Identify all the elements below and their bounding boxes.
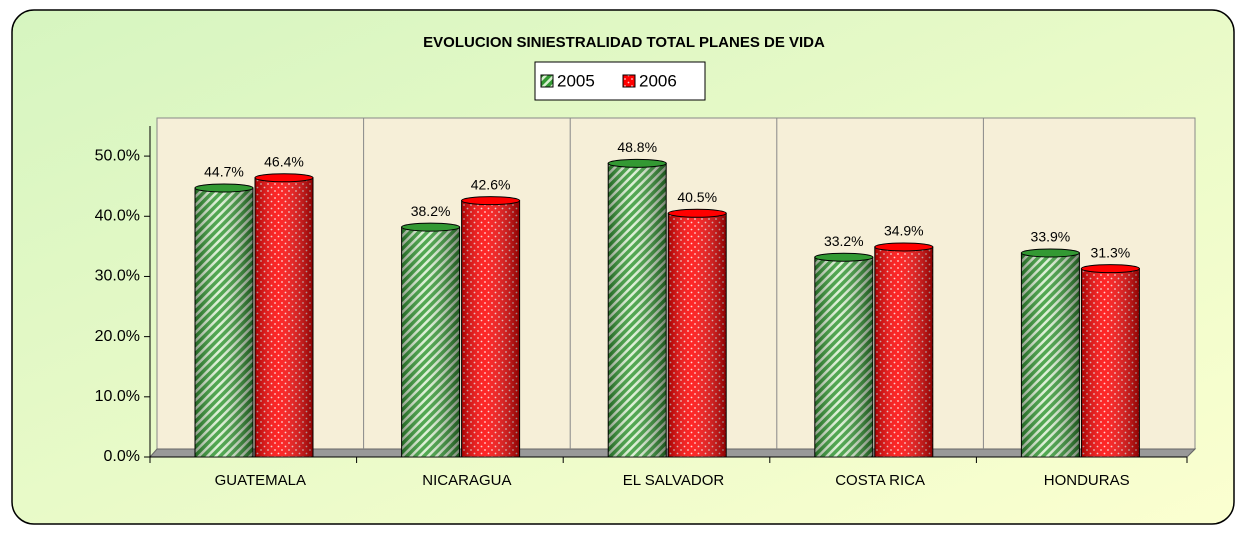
bar-top	[1020, 248, 1080, 258]
y-tick-label: 20.0%	[95, 328, 140, 345]
bar-shade	[814, 257, 873, 457]
bar-top	[814, 252, 874, 262]
y-tick-label: 10.0%	[95, 388, 140, 405]
data-label: 33.9%	[1031, 229, 1071, 245]
bar-top	[194, 183, 254, 193]
bar-top	[401, 222, 461, 232]
x-tick-label: GUATEMALA	[215, 472, 306, 489]
y-tick-label: 30.0%	[95, 268, 140, 285]
bar-top	[607, 158, 667, 168]
data-label: 38.2%	[411, 203, 451, 219]
bar-shade	[1021, 252, 1080, 457]
x-tick-label: NICARAGUA	[422, 472, 511, 489]
data-label: 48.8%	[617, 139, 657, 155]
legend-label: 2005	[557, 71, 595, 90]
y-tick-label: 50.0%	[95, 147, 140, 164]
bar-top	[254, 173, 314, 183]
legend-swatch	[622, 74, 636, 88]
bar-shade	[401, 227, 460, 457]
bar-shade	[255, 177, 313, 458]
x-tick-label: EL SALVADOR	[623, 472, 725, 489]
legend-label: 2006	[639, 71, 677, 90]
x-tick-label: HONDURAS	[1044, 472, 1130, 489]
bar-top	[1080, 264, 1140, 274]
data-label: 34.9%	[884, 223, 924, 239]
bar-top	[667, 208, 727, 218]
bar-top	[874, 242, 934, 252]
data-label: 44.7%	[204, 164, 244, 180]
data-label: 42.6%	[471, 176, 511, 192]
bar-shade	[461, 200, 520, 457]
bar-shade	[668, 213, 727, 457]
legend-box	[534, 61, 706, 101]
chart-title: EVOLUCION SINIESTRALIDAD TOTAL PLANES DE…	[423, 34, 825, 51]
bar-shade	[874, 246, 933, 457]
x-tick-label: COSTA RICA	[835, 472, 925, 489]
y-tick-label: 40.0%	[95, 207, 140, 224]
bar-shade	[195, 187, 253, 457]
data-label: 46.4%	[264, 153, 304, 169]
bar-shade	[608, 163, 667, 457]
data-label: 33.2%	[824, 233, 864, 249]
bar-shade	[1081, 268, 1140, 457]
data-label: 40.5%	[677, 189, 717, 205]
y-tick-label: 0.0%	[104, 448, 140, 465]
bar-top	[461, 196, 521, 206]
data-label: 31.3%	[1091, 244, 1131, 260]
legend-swatch	[540, 74, 554, 88]
